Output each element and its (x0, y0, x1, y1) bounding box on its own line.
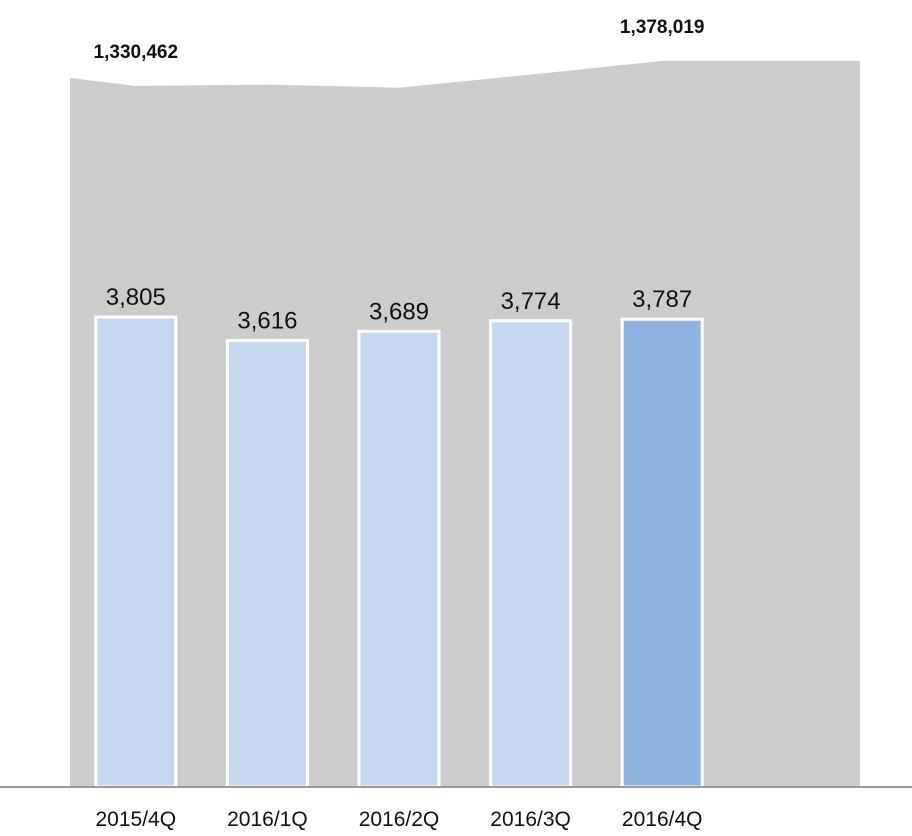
bar-2016-1Q (225, 338, 309, 789)
bar-2016-2Q (357, 329, 441, 789)
area-layer (70, 60, 860, 787)
bar-value-label: 3,616 (237, 307, 297, 334)
x-tick-label: 2016/2Q (359, 808, 440, 831)
bar-value-label: 3,689 (369, 298, 429, 325)
bar-value-label: 3,774 (501, 288, 561, 315)
bar-2016-4Q (620, 317, 704, 789)
x-tick-label: 2016/3Q (490, 808, 571, 831)
axis-layer: 2015/4Q 2016/1Q 2016/2Q 2016/3Q 2016/4Q (0, 786, 912, 831)
x-tick-label: 2015/4Q (96, 808, 177, 831)
x-tick-label: 2016/4Q (622, 808, 703, 831)
label-layer: 3,805 3,616 3,689 3,774 3,787 1,330,462 1,378,… (94, 17, 705, 334)
bar-2015-4Q (94, 315, 178, 789)
x-tick-label: 2016/1Q (227, 808, 308, 831)
total-area (70, 60, 860, 787)
area-value-label: 1,378,019 (620, 17, 705, 38)
bar-layer (94, 315, 704, 789)
bar-value-label: 3,787 (632, 286, 692, 313)
bar-2016-3Q (489, 319, 573, 789)
area-value-label: 1,330,462 (94, 42, 179, 63)
bar-value-label: 3,805 (106, 284, 166, 311)
